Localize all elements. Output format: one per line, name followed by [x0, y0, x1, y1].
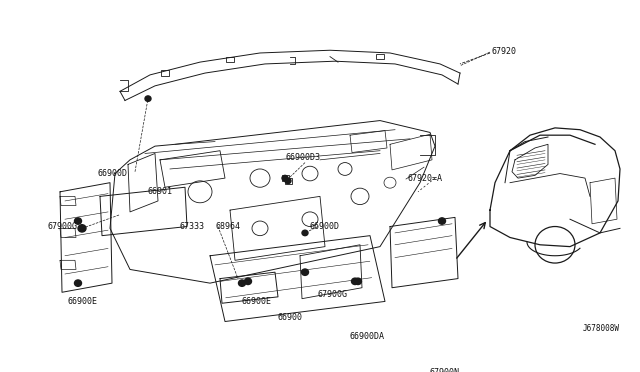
Circle shape — [78, 225, 86, 232]
Text: 66900D: 66900D — [98, 169, 128, 178]
Text: 66900D3: 66900D3 — [285, 153, 320, 161]
Circle shape — [74, 280, 81, 286]
Text: 68964: 68964 — [215, 222, 240, 231]
Text: 66901: 66901 — [148, 187, 173, 196]
Bar — [161, 70, 169, 76]
Text: 67920=A: 67920=A — [408, 174, 443, 183]
Text: 66900D: 66900D — [310, 222, 340, 231]
Bar — [285, 178, 291, 184]
Circle shape — [301, 269, 308, 275]
Text: 66900DA: 66900DA — [350, 331, 385, 341]
Circle shape — [285, 178, 291, 184]
Circle shape — [438, 218, 445, 224]
Circle shape — [244, 278, 252, 285]
Circle shape — [351, 278, 358, 285]
Circle shape — [239, 280, 246, 286]
Text: 66900E: 66900E — [68, 297, 98, 306]
Text: 67900G: 67900G — [318, 290, 348, 299]
Bar — [226, 57, 234, 62]
Text: 66900E: 66900E — [242, 297, 272, 306]
Circle shape — [355, 278, 362, 285]
Bar — [376, 54, 384, 60]
Circle shape — [302, 230, 308, 235]
Circle shape — [145, 96, 151, 102]
Text: 67920: 67920 — [492, 46, 517, 56]
Text: 67900N: 67900N — [430, 368, 460, 372]
Text: 67900G: 67900G — [48, 222, 78, 231]
Circle shape — [282, 175, 288, 181]
Text: 66900: 66900 — [278, 313, 303, 323]
Bar — [282, 175, 289, 181]
Text: 67333: 67333 — [180, 222, 205, 231]
Text: J678008W: J678008W — [583, 324, 620, 333]
Circle shape — [74, 218, 81, 224]
